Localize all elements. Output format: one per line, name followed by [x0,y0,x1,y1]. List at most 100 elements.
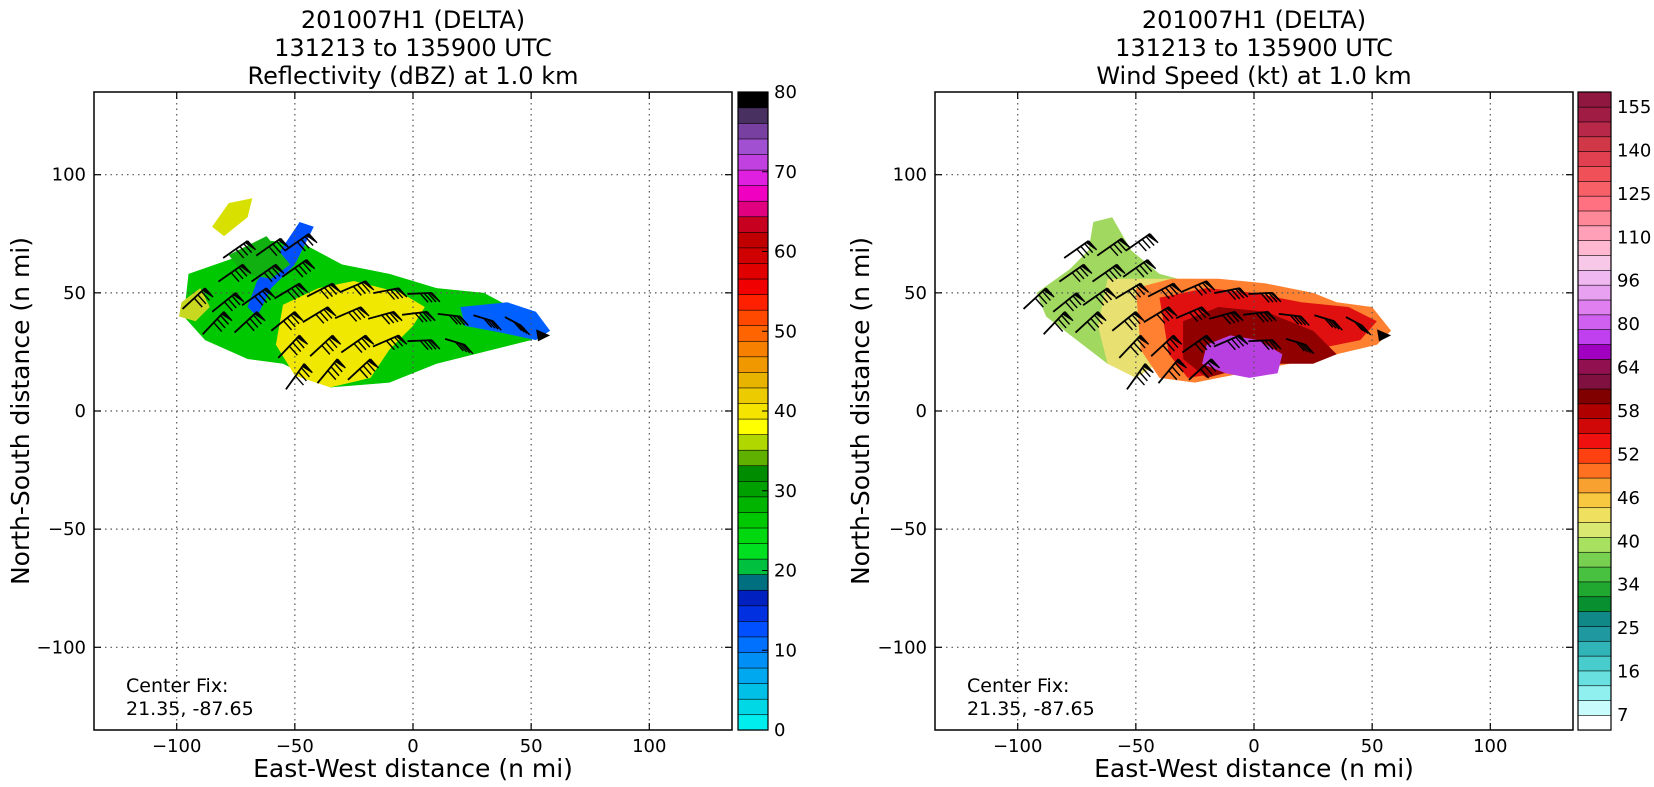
colorbar-segment [737,231,769,249]
colorbar-segment [1577,432,1612,449]
colorbar-segment [1577,625,1612,642]
colorbar-tick-label: 155 [1617,97,1651,118]
colorbar-segment [737,91,769,109]
wind-barb [1111,311,1145,332]
wind-barb [1248,291,1282,303]
colorbar-segment [737,309,769,327]
wind-barb [1091,263,1126,283]
wind-barb [1214,287,1249,301]
colorbar-segment [1577,254,1612,271]
colorbar-segment [737,574,769,591]
colorbar-segment [737,293,769,311]
colorbar-segment [1577,566,1612,583]
colorbar-segment [1577,210,1612,227]
wind-barb [1022,287,1055,310]
chart-title-line-1: 201007H1 (DELTA) [301,6,525,34]
colorbar-tick-label: 110 [1617,227,1651,248]
colorbar-segment [1577,462,1612,479]
chart-title-line-2: 131213 to 135900 UTC [1115,34,1393,62]
wind-barb [437,312,469,326]
colorbar-segment [737,698,769,716]
colorbar-segment [1577,507,1612,523]
wind-barb [373,287,408,301]
x-tick-label: 0 [407,736,418,757]
wind-barb [372,334,408,351]
y-tick-label: 0 [916,401,927,422]
axis-ticks: −100 −50 0 50 100 −100 −50 0 50 100 [37,92,732,757]
x-tick-label: −100 [152,736,201,757]
colorbar-segment [737,262,769,280]
colorbar-segment [737,107,769,124]
colorbar-segment [737,122,769,140]
colorbar: 7 16 25 34 40 46 52 58 64 80 96 110 125 140 155 [1577,91,1651,731]
wind-barb [1043,311,1074,335]
colorbar-segment [1577,329,1612,345]
colorbar-segment [1577,536,1612,553]
colorbar-segment [737,371,769,389]
wind-barb [1096,237,1131,257]
colorbar-segment [1577,91,1612,108]
colorbar-segment [737,356,769,373]
wind-barb [1157,358,1187,384]
colorbar-segment [1577,136,1612,152]
colorbar-segment [737,200,769,218]
colorbar-segment [737,667,769,684]
colorbar-tick-label: 46 [1617,488,1640,509]
wind-barb [1082,287,1117,306]
wind-barb [1118,334,1150,359]
colorbar-segment [737,153,769,171]
wind-barb [1063,240,1098,259]
wind-barb [1213,334,1249,351]
colorbar-tick-label: 0 [774,720,785,741]
colorbar-segment [737,185,769,202]
colorbar-segment [1577,151,1612,167]
colorbar-segment [1577,596,1612,612]
y-tick-label: 50 [904,283,927,304]
wind-barb [401,310,436,323]
wind-barb [222,240,257,259]
colorbar-segment [737,434,769,451]
colorbar-tick-label: 64 [1617,358,1640,379]
wind-barb [1285,338,1315,355]
y-tick-label: 0 [75,401,86,422]
colorbar-segment [737,340,769,358]
center-fix-coordinates: 21.35, -87.65 [126,698,254,720]
wind-barb [1188,358,1220,381]
colorbar-segment [737,449,769,467]
colorbar-segment [1577,373,1612,390]
colorbar-segment [1577,121,1612,138]
colorbar-segment [737,620,769,638]
wind-barb [309,334,342,357]
chart-title-line-1: 201007H1 (DELTA) [1142,6,1366,34]
vector-tip [1377,329,1392,342]
colorbar-segment [737,542,769,560]
colorbar-tick-label: 96 [1617,271,1640,292]
field-region-4 [212,198,253,237]
x-axis-label: East-West distance (n mi) [1094,754,1414,783]
colorbar-segment [1577,195,1612,212]
wind-barb [1180,280,1216,296]
colorbar-segment [737,558,769,575]
wind-barb [1175,306,1211,322]
wind-barb [1122,259,1157,278]
colorbar-segment [1577,640,1612,657]
wind-barb [181,287,214,310]
colorbar-segment [737,589,769,607]
wind-barb [407,339,441,351]
colorbar-segment [737,651,769,669]
field-region-5 [1202,335,1283,378]
wind-barb [273,282,309,301]
wind-barb [334,306,370,322]
wind-barb [270,311,304,332]
y-tick-label: −100 [37,637,86,658]
colorbar-frame [1577,91,1612,731]
colorbar-tick-label: 40 [774,401,797,422]
center-fix-label: Center Fix: [126,675,228,697]
colorbar-segment [1577,447,1612,464]
field-region-5 [179,288,210,322]
panel-reflectivity: 201007H1 (DELTA) 131213 to 135900 UTC Re… [6,6,797,783]
wind-barb [233,311,266,334]
wind-barb [1150,334,1183,357]
colorbar-tick-label: 52 [1617,444,1640,465]
wind-barb [302,306,337,324]
